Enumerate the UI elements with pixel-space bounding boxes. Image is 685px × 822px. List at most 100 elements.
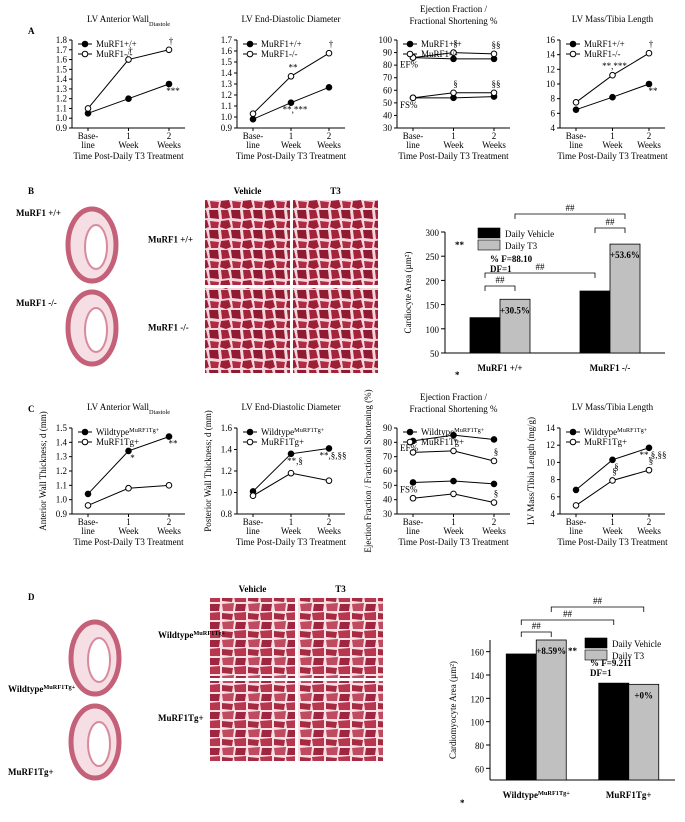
- chart-title: Fractional Shortening %: [410, 16, 498, 26]
- x-tick-label: 1: [289, 131, 294, 141]
- y-tick-label: 1.3: [221, 79, 233, 89]
- y-tick-label: 140: [471, 671, 485, 681]
- group-label: EF%: [400, 60, 419, 70]
- point-label: **,§,§§: [640, 450, 667, 460]
- x-tick-label: line: [569, 526, 583, 536]
- legend-label-sup: MuRF1Tg+: [454, 427, 485, 434]
- x-tick-label: 1: [610, 131, 615, 141]
- data-point: [569, 40, 577, 48]
- x-tick-label: Week: [443, 526, 464, 536]
- x-axis-label: Time Post-Daily T3 Treatment: [236, 537, 347, 547]
- data-point: [572, 99, 580, 106]
- data-point: [406, 428, 414, 436]
- legend-label-main: MuRF1Tg+: [261, 437, 304, 447]
- point-label: §: [453, 39, 458, 49]
- x-tick-label: line: [406, 526, 420, 536]
- y-tick-label: 10: [546, 79, 556, 89]
- comparison-label: ##: [536, 262, 546, 272]
- y-tick-label: 6: [551, 492, 556, 502]
- point-label: †: [169, 36, 174, 46]
- data-point: [572, 486, 580, 494]
- row-label-main: MuRF1Tg+: [158, 713, 204, 723]
- heart-label-main: MuRF1Tg+: [8, 767, 54, 777]
- point-label: **: [289, 62, 299, 72]
- data-point: [81, 428, 89, 436]
- data-point: [406, 438, 414, 446]
- y-tick-label: 30: [383, 123, 393, 133]
- chart-title: LV End-Diastolic Diameter: [242, 14, 341, 24]
- y-tick-label: 100: [379, 35, 393, 45]
- bar: [579, 290, 611, 354]
- chart-title: Ejection Fraction /: [420, 392, 487, 402]
- y-tick-label: 50: [383, 480, 393, 490]
- x-axis-label: Time Post-Daily T3 Treatment: [398, 151, 509, 161]
- data-point: [84, 502, 92, 509]
- legend-label-main: MuRF1-/-: [261, 49, 298, 59]
- data-point: [569, 50, 577, 58]
- x-tick-label: line: [81, 526, 95, 536]
- x-tick-label: 1: [610, 517, 615, 527]
- data-point: [406, 50, 414, 58]
- data-point: [287, 450, 295, 458]
- legend-label: WildtypeMuRF1Tg+: [421, 427, 485, 438]
- y-tick-label: 10: [546, 457, 556, 467]
- y-tick-label: 1.5: [56, 64, 68, 74]
- legend-label-main: MuRF1-/-: [421, 49, 458, 59]
- x-tick-label: 1: [289, 517, 294, 527]
- x-tick-label: line: [569, 140, 583, 150]
- legend-swatch: [584, 649, 608, 661]
- point-label: §: [612, 466, 617, 476]
- x-axis-label: Time Post-Daily T3 Treatment: [557, 537, 668, 547]
- data-point: [246, 438, 254, 446]
- histology-image: [293, 200, 378, 285]
- data-point: [490, 499, 498, 506]
- legend-swatch: [584, 637, 608, 649]
- data-point: [569, 428, 577, 436]
- point-label: *: [453, 437, 458, 447]
- heart-label: MuRF1Tg+: [8, 767, 54, 777]
- x-tick-label: line: [246, 526, 260, 536]
- chart-title: LV Anterior WallDiastole: [87, 14, 170, 28]
- significance: **: [455, 240, 465, 250]
- chart-title-main: LV Anterior Wall: [87, 14, 150, 24]
- data-point: [81, 40, 89, 48]
- data-point: [572, 106, 580, 113]
- histology-image: [210, 598, 295, 678]
- y-tick-label: 80: [383, 437, 393, 447]
- legend-label-main: MuRF1-/-: [96, 49, 133, 59]
- row-label: MuRF1 +/+: [148, 235, 193, 245]
- y-tick-label: 60: [475, 764, 485, 774]
- x-tick-label: Weeks: [637, 526, 661, 536]
- bar: [598, 682, 630, 781]
- point-label: **,§,§§: [320, 450, 347, 460]
- x-tick-label: MuRF1 -/-: [590, 363, 631, 373]
- x-tick-label: 2: [492, 517, 497, 527]
- y-tick-label: 1.7: [56, 45, 68, 55]
- x-tick-label: Base-: [403, 131, 424, 141]
- bar: [628, 683, 660, 781]
- x-tick-label: 1: [126, 517, 131, 527]
- histology-image: [298, 598, 383, 678]
- data-point: [84, 490, 92, 498]
- chart-title-sub: Diastole: [149, 21, 170, 28]
- data-point: [450, 490, 457, 498]
- heart-cavity: [84, 307, 108, 353]
- data-point: [450, 447, 457, 455]
- y-tick-label: 1.1: [56, 103, 67, 113]
- y-tick-label: 70: [383, 452, 393, 462]
- x-tick-label: 2: [647, 517, 652, 527]
- significance: **: [568, 646, 578, 656]
- legend-label: WildtypeMuRF1Tg+: [261, 427, 325, 438]
- y-tick-label: 1.0: [221, 112, 233, 122]
- comparison-label: ##: [593, 596, 603, 606]
- group-label: FS%: [400, 484, 418, 494]
- x-tick-label: Weeks: [482, 140, 506, 150]
- x-tick-label: Week: [602, 526, 623, 536]
- legend-label: WildtypeMuRF1Tg+: [96, 427, 160, 438]
- panel-label: B: [28, 186, 34, 196]
- comparison-bracket: [520, 619, 615, 625]
- x-tick-label: Week: [118, 140, 139, 150]
- y-tick-label: 0.9: [56, 123, 68, 133]
- data-point: [81, 50, 89, 58]
- y-tick-label: 16: [546, 35, 556, 45]
